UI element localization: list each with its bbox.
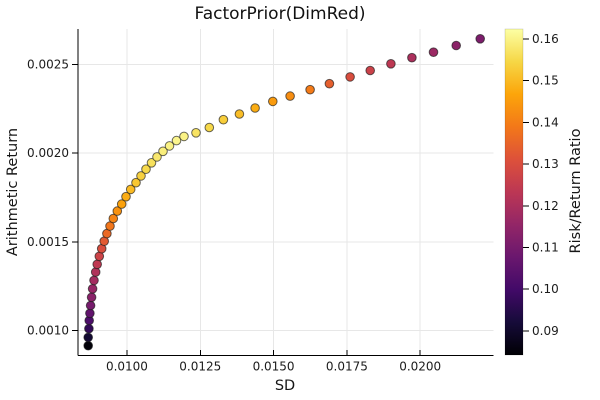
x-tick-label: 0.0150 (253, 360, 295, 374)
scatter-point (85, 300, 96, 311)
chart-title: FactorPrior(DimRed) (194, 4, 365, 24)
scatter-point (131, 177, 141, 188)
scatter-point (305, 84, 315, 95)
colorbar-tick-marks (523, 38, 529, 332)
scatter-point (89, 275, 99, 286)
scatter-point (83, 340, 93, 351)
scatter-point (90, 267, 101, 277)
scatter-point (112, 206, 123, 216)
scatter-point (83, 332, 93, 343)
y-tick-label: 0.0015 (27, 235, 69, 249)
scatter-point (121, 191, 131, 202)
scatter-point (234, 109, 245, 119)
scatter-point (92, 259, 102, 270)
scatter-point (285, 91, 295, 101)
y-tick-label: 0.0010 (27, 324, 69, 338)
scatter-point (191, 128, 201, 138)
x-tick-label: 0.0175 (326, 360, 368, 374)
scatter-point (324, 78, 335, 89)
scatter-point (86, 292, 97, 303)
colorbar-tick-label: 0.10 (532, 282, 559, 296)
colorbar-tick-label: 0.14 (532, 115, 559, 129)
colorbar-tick-label: 0.15 (532, 74, 559, 88)
scatter-point (407, 52, 417, 63)
axis-spines (77, 29, 494, 357)
scatter-point (125, 184, 136, 195)
x-tick-label: 0.0200 (399, 360, 441, 374)
colorbar-tick-label: 0.09 (532, 324, 559, 338)
scatter-point (108, 213, 119, 224)
scatter-point (85, 308, 95, 319)
tick-marks (72, 63, 421, 356)
colorbar-tick-label: 0.13 (532, 157, 559, 171)
y-axis-label: Arithmetic Return (5, 128, 21, 256)
scatter-point (428, 47, 439, 58)
scatter-point (164, 141, 175, 151)
scatter-point (268, 96, 278, 107)
scatter-point (475, 34, 486, 44)
scatter-point (218, 114, 229, 125)
gridlines (78, 29, 494, 356)
scatter-point (87, 284, 98, 294)
scatter-point (84, 323, 94, 334)
scatter-point (116, 199, 127, 209)
scatter-point (250, 103, 260, 113)
scatter-point (146, 158, 157, 168)
scatter-series (83, 34, 486, 351)
scatter-point (365, 65, 376, 76)
scatter-point (136, 171, 146, 181)
x-tick-label: 0.0100 (106, 360, 148, 374)
scatter-point (345, 72, 355, 82)
colorbar-tick-label: 0.16 (532, 32, 559, 46)
scatter-point (179, 131, 189, 142)
colorbar-tick-label: 0.11 (532, 240, 559, 254)
y-tick-label: 0.0025 (27, 57, 69, 71)
scatter-point (152, 152, 162, 162)
scatter-point (386, 59, 396, 69)
scatter-point (204, 122, 215, 133)
colorbar-tick-label: 0.12 (532, 199, 559, 213)
tick-labels: 0.0100 0.0125 0.0150 0.0175 0.0200 0.0010 0.00… (27, 32, 559, 373)
scatter-point (158, 146, 168, 157)
scatter-point (171, 135, 182, 146)
scatter-point (451, 40, 462, 51)
scatter-point (141, 164, 151, 174)
colorbar-label: Risk/Return Ratio (568, 128, 584, 253)
y-tick-label: 0.0020 (27, 146, 69, 160)
x-axis-label: SD (275, 378, 295, 394)
colorbar-gradient (504, 28, 524, 356)
x-tick-label: 0.0125 (179, 360, 221, 374)
